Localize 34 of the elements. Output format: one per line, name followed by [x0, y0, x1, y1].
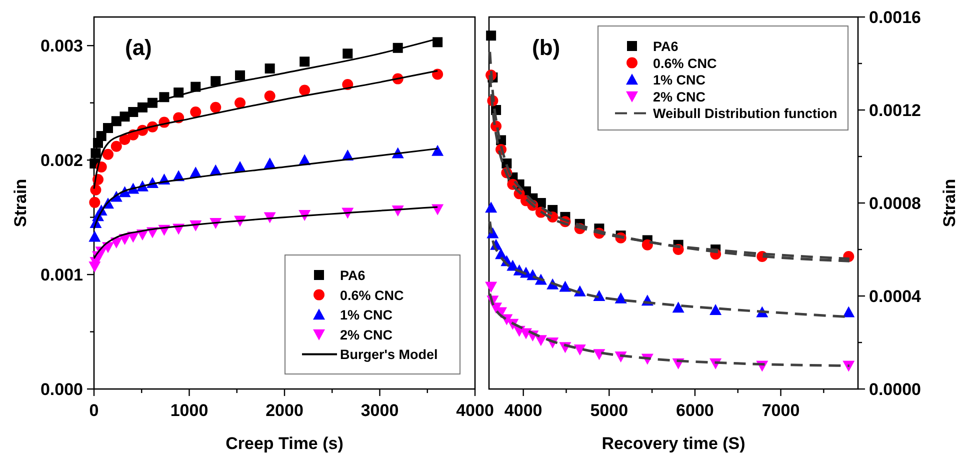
x-axis-title: Creep Time (s) [226, 434, 344, 453]
legend-label: PA6 [653, 39, 679, 54]
x-tick-label: 1000 [170, 401, 208, 420]
x-tick-label: 7000 [762, 401, 800, 420]
x-tick-label: 3000 [360, 401, 399, 420]
x-axis-title: Recovery time (S) [602, 434, 746, 453]
y-axis-title: Strain [940, 178, 959, 228]
y-tick-label: 0.0008 [869, 194, 921, 213]
y-tick-label: 0.003 [40, 36, 83, 56]
legend-label: 2% CNC [340, 327, 393, 342]
y-tick-label: 0.0004 [869, 287, 922, 306]
legend-label: 1% CNC [653, 72, 706, 88]
annotation: (a) [125, 35, 152, 60]
y-tick-label: 0.0000 [869, 380, 921, 399]
y-axis-title: Strain [11, 178, 30, 228]
x-tick-label: 2000 [266, 401, 304, 420]
y-tick-label: 0.0012 [869, 101, 921, 120]
y-tick-label: 0.000 [40, 380, 83, 399]
legend-label: Burger's Model [340, 347, 438, 362]
x-tick-label: 0 [89, 401, 99, 420]
legend-label: Weibull Distribution function [653, 106, 838, 122]
y-tick-label: 0.002 [40, 151, 83, 170]
x-tick-label: 5000 [590, 401, 628, 420]
x-tick-label: 4000 [504, 401, 542, 420]
annotation: (b) [532, 35, 560, 60]
x-tick-label: 4000 [456, 401, 494, 420]
x-tick-label: 6000 [676, 401, 714, 420]
legend-label: 0.6% CNC [653, 56, 718, 71]
legend-label: 2% CNC [653, 89, 706, 104]
y-tick-label: 0.001 [40, 266, 83, 285]
legend-label: 1% CNC [340, 308, 393, 323]
legend-label: PA6 [340, 268, 366, 283]
y-tick-label: 0.0016 [869, 8, 921, 27]
legend-label: 0.6% CNC [340, 288, 404, 303]
